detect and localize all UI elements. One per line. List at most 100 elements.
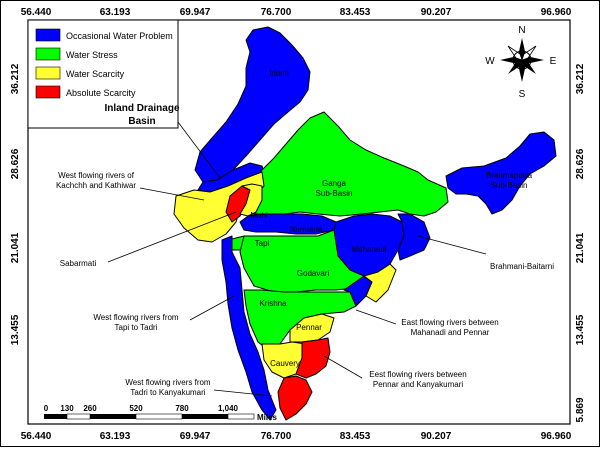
- region-east-mahanadi-pennar: [363, 263, 397, 303]
- label-mahanadi: Mahanadi: [351, 245, 386, 254]
- compass-e: E: [550, 56, 557, 67]
- callout-sabarmati: Sabarmati: [60, 259, 97, 268]
- basin-labels: Indus Ganga Sub-Basin Brahmaputra Sub-Ba…: [250, 69, 532, 368]
- region-brahmaputra: [445, 131, 557, 215]
- region-east-pennar-kanyakumari: [295, 337, 331, 379]
- scale-segment: [135, 413, 183, 420]
- label-tapi: Tapi: [255, 239, 270, 248]
- label-ganga-2: Sub-Basin: [316, 189, 353, 198]
- bottom-coord-label: 90.207: [421, 431, 452, 442]
- leader-sabarmati: [107, 211, 237, 263]
- callout-labels: Inland Drainage Basin West flowing river…: [56, 103, 554, 397]
- callout-east-mp-1: East flowing rivers between: [401, 318, 498, 327]
- left-coord-label: 36.212: [10, 63, 21, 94]
- map-regions: [173, 26, 557, 421]
- legend-swatch-scarcity: [35, 66, 61, 80]
- label-godavari: Godavari: [297, 269, 330, 278]
- label-brahmaputra-1: Brahmaputra: [486, 171, 533, 180]
- bottom-coordinates: 56.440 63.193 69.947 76.700 83.453 90.20…: [21, 431, 572, 442]
- bottom-coord-label: 83.453: [340, 431, 371, 442]
- scale-segment: [90, 414, 136, 419]
- left-coord-label: 13.455: [10, 314, 21, 345]
- bottom-coord-label: 63.193: [100, 431, 131, 442]
- right-coord-label: 13.455: [575, 314, 586, 345]
- compass-s: S: [519, 89, 526, 100]
- compass-labels: N S E W: [485, 25, 556, 100]
- right-coordinates: 36.212 28.626 21.041 13.455 5.869: [575, 63, 586, 422]
- bottom-coord-label: 76.700: [261, 431, 292, 442]
- label-ganga-1: Ganga: [322, 179, 347, 188]
- leader-kachchh: [139, 187, 205, 201]
- right-coord-label: 36.212: [575, 63, 586, 94]
- callout-kachchh-1: West flowing rivers of: [58, 171, 135, 180]
- top-coord-label: 63.193: [100, 7, 131, 18]
- legend-label: Occasional Water Problem: [66, 31, 173, 41]
- leader-brahmani: [417, 235, 487, 255]
- leader-west-tadri: [213, 389, 273, 397]
- bottom-coord-label: 69.947: [180, 431, 211, 442]
- scale-tick: 0: [44, 404, 49, 413]
- leader-east-mp: [355, 309, 397, 325]
- label-krishna: Krishna: [259, 299, 287, 308]
- leader-east-pk: [323, 355, 363, 379]
- scale-unit: Miles: [257, 413, 278, 422]
- callout-brahmani: Brahmani-Baitarni: [490, 262, 554, 271]
- callout-east-mp-2: Mahanadi and Pennar: [411, 328, 490, 337]
- scale-tick: 130: [60, 404, 74, 413]
- scale-segment: [66, 413, 91, 420]
- region-west-tadri-kanyakumari: [277, 375, 313, 421]
- callout-kachchh-2: Kachchh and Kathiwar: [56, 181, 136, 190]
- label-pennar: Pennar: [296, 323, 322, 332]
- callout-west-tapi-2: Tapi to Tadri: [115, 323, 158, 332]
- region-brahmani: [397, 213, 431, 261]
- legend: Occasional Water Problem Water Stress Wa…: [27, 19, 179, 129]
- callout-east-pk-2: Pennar and Kanyakumari: [373, 380, 464, 389]
- scale-segment: [44, 414, 67, 419]
- callout-inland-1: Inland Drainage: [104, 103, 179, 114]
- top-coord-label: 83.453: [340, 7, 371, 18]
- leader-inland: [177, 121, 221, 179]
- top-coord-label: 96.960: [541, 7, 572, 18]
- bottom-coord-label: 96.960: [541, 431, 572, 442]
- leader-west-tapi: [189, 295, 235, 321]
- scale-tick: 780: [175, 404, 189, 413]
- region-west-coast: [221, 235, 277, 421]
- top-coord-label: 90.207: [421, 7, 452, 18]
- top-coordinates: 56.440 63.193 69.947 76.700 83.453 90.20…: [21, 7, 572, 18]
- left-coord-label: 28.626: [10, 148, 21, 179]
- label-indus: Indus: [269, 69, 289, 78]
- callout-east-pk-1: Eest flowing rivers between: [369, 370, 466, 379]
- label-narmada: Narmada: [290, 225, 323, 234]
- leader-lines: [107, 121, 487, 397]
- legend-label: Absolute Scarcity: [66, 88, 136, 98]
- label-brahmaputra-2: Sub-Basin: [491, 181, 528, 190]
- label-mahi: Mahi: [250, 211, 268, 220]
- right-coord-label: 21.041: [575, 232, 586, 263]
- label-cauvery: Cauvery: [270, 359, 300, 368]
- right-coord-label: 28.626: [575, 148, 586, 179]
- region-mahi: [239, 183, 263, 217]
- left-coordinates: 36.212 28.626 21.041 13.455: [10, 63, 21, 345]
- callout-west-tadri-1: West flowing rivers from: [125, 378, 211, 387]
- legend-swatch-stress: [35, 47, 61, 61]
- legend-label: Water Scarcity: [66, 69, 125, 79]
- scale-segment: [227, 413, 255, 420]
- top-coord-label: 56.440: [21, 7, 52, 18]
- callout-west-tapi-1: West flowing rivers from: [93, 313, 179, 322]
- scale-bar: 0 130 260 520 780 1,040 Miles: [44, 404, 278, 422]
- legend-swatch-occasional: [35, 28, 61, 42]
- bottom-coord-label: 56.440: [21, 431, 52, 442]
- scale-tick: 1,040: [218, 404, 239, 413]
- compass-n: N: [518, 25, 525, 36]
- callout-inland-2: Basin: [128, 116, 155, 127]
- left-coord-label: 21.041: [10, 232, 21, 263]
- callout-west-tadri-2: Tadri to Kanyakumari: [130, 388, 205, 397]
- top-coord-label: 69.947: [180, 7, 211, 18]
- scale-segment: [182, 414, 228, 419]
- scale-tick: 520: [129, 404, 143, 413]
- compass-rose-icon: [500, 38, 544, 82]
- right-coord-label: 5.869: [575, 397, 586, 422]
- region-narmada: [239, 213, 337, 235]
